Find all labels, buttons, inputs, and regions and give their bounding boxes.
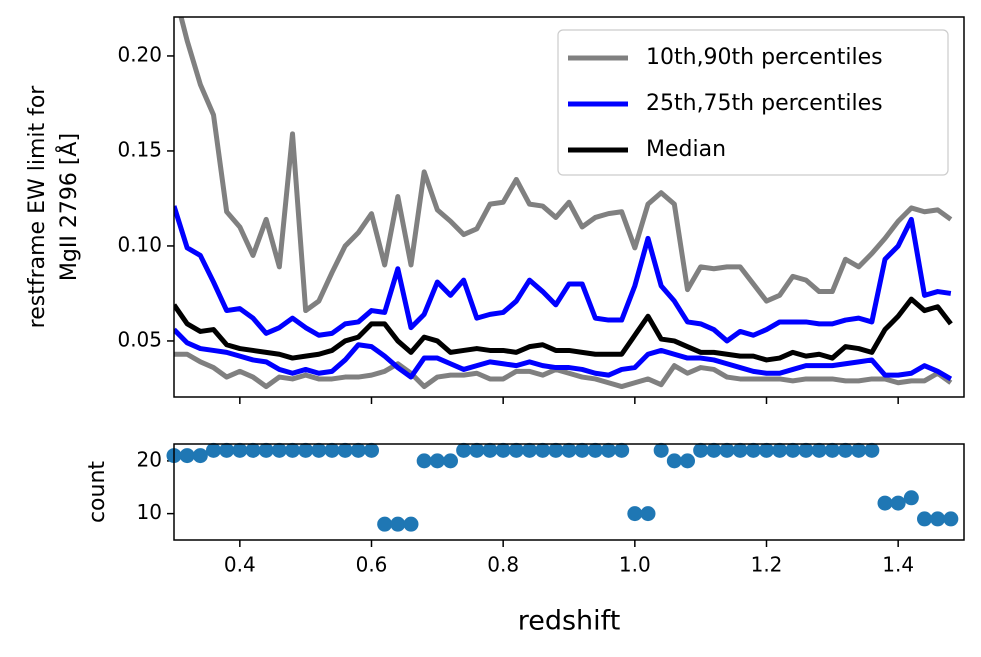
legend-label: Median: [646, 137, 726, 162]
scatter-point: [364, 442, 379, 458]
scatter-point: [693, 442, 709, 458]
legend-label: 25th,75th percentiles: [646, 91, 883, 116]
scatter-point: [245, 442, 261, 458]
series-line: [174, 351, 953, 390]
scatter-point: [785, 442, 801, 458]
y-axis-label: restframe EW limit for: [25, 85, 50, 329]
y-tick-label: 10: [137, 500, 162, 524]
series-line: [174, 327, 953, 382]
scatter-point: [324, 442, 340, 458]
scatter-point: [403, 516, 419, 532]
scatter-point: [456, 442, 472, 458]
scatter-point: [350, 442, 366, 458]
x-tick-label: 0.4: [224, 553, 256, 577]
plot-frame: [173, 16, 965, 398]
scatter-point: [416, 453, 432, 469]
scatter-point: [482, 442, 498, 458]
scatter-point: [732, 442, 748, 458]
scatter-point: [298, 442, 314, 458]
y-axis-label: count: [85, 461, 110, 523]
scatter-point: [838, 442, 853, 458]
scatter-point: [930, 511, 946, 527]
series-line: [174, 296, 953, 363]
scatter-point: [759, 442, 774, 458]
scatter-point: [232, 442, 248, 458]
legend-label: 10th,90th percentiles: [646, 45, 883, 70]
x-tick-label: 1.0: [619, 553, 651, 577]
scatter-point: [522, 442, 537, 458]
scatter-point: [877, 495, 893, 511]
x-tick-label: 0.6: [356, 553, 388, 577]
scatter-point: [271, 442, 287, 458]
scatter-point: [824, 442, 840, 458]
scatter-point: [627, 506, 643, 522]
scatter-point: [443, 453, 458, 469]
scatter-point: [285, 442, 300, 458]
scatter-point: [706, 442, 722, 458]
scatter-point: [614, 442, 630, 458]
panel: 10 20 0.4 0.6 0.8 1.0 1.2 1.4 redshift count: [85, 442, 965, 637]
scatter-point: [745, 442, 761, 458]
scatter-point: [429, 453, 445, 469]
scatter-point: [377, 516, 393, 532]
scatter-point: [495, 442, 511, 458]
scatter-point: [890, 495, 906, 511]
scatter-point: [337, 442, 353, 458]
scatter-point: [653, 442, 669, 458]
y-tick-label: 0.10: [117, 232, 162, 256]
y-tick-label: 0.05: [117, 327, 162, 351]
x-tick-label: 1.4: [882, 553, 914, 577]
scatter-point: [851, 442, 867, 458]
scatter-point: [258, 442, 274, 458]
scatter-point: [601, 442, 616, 458]
y-tick-label: 0.20: [117, 42, 162, 66]
scatter-point: [680, 453, 695, 469]
legend-box: [557, 29, 949, 176]
scatter-point: [311, 442, 327, 458]
scatter-point: [772, 442, 788, 458]
scatter-point: [864, 442, 880, 458]
x-tick-label: 1.2: [751, 553, 783, 577]
x-axis-label: redshift: [518, 606, 621, 637]
scatter-point: [943, 511, 959, 527]
scatter-point: [719, 442, 735, 458]
scatter-point: [917, 511, 932, 527]
scatter-point: [561, 442, 577, 458]
y-tick-label: 20: [137, 447, 162, 471]
plot-frame: [173, 443, 965, 541]
scatter-point: [666, 453, 682, 469]
scatter-point: [798, 442, 814, 458]
scatter-point: [535, 442, 551, 458]
scatter-point: [206, 442, 221, 458]
scatter-point: [587, 442, 603, 458]
scatter-point: [219, 442, 235, 458]
y-tick-label: 0.15: [117, 137, 162, 161]
y-axis-label: MgII 2796 [Å]: [55, 133, 82, 281]
scatter-point: [508, 442, 524, 458]
x-tick-label: 0.8: [487, 553, 519, 577]
series-line: [178, 17, 953, 314]
scatter-point: [903, 490, 919, 506]
scatter-point: [179, 448, 195, 464]
scatter-point: [192, 448, 208, 464]
panel: 0.05 0.10 0.15 0.20 10th,90th percentiles 25t…: [25, 16, 965, 404]
scatter-point: [574, 442, 590, 458]
scatter-point: [469, 442, 485, 458]
scatter-point: [548, 442, 564, 458]
scatter-point: [390, 516, 406, 532]
series-line: [174, 205, 952, 344]
scatter-point: [811, 442, 827, 458]
scatter-point: [640, 506, 656, 522]
